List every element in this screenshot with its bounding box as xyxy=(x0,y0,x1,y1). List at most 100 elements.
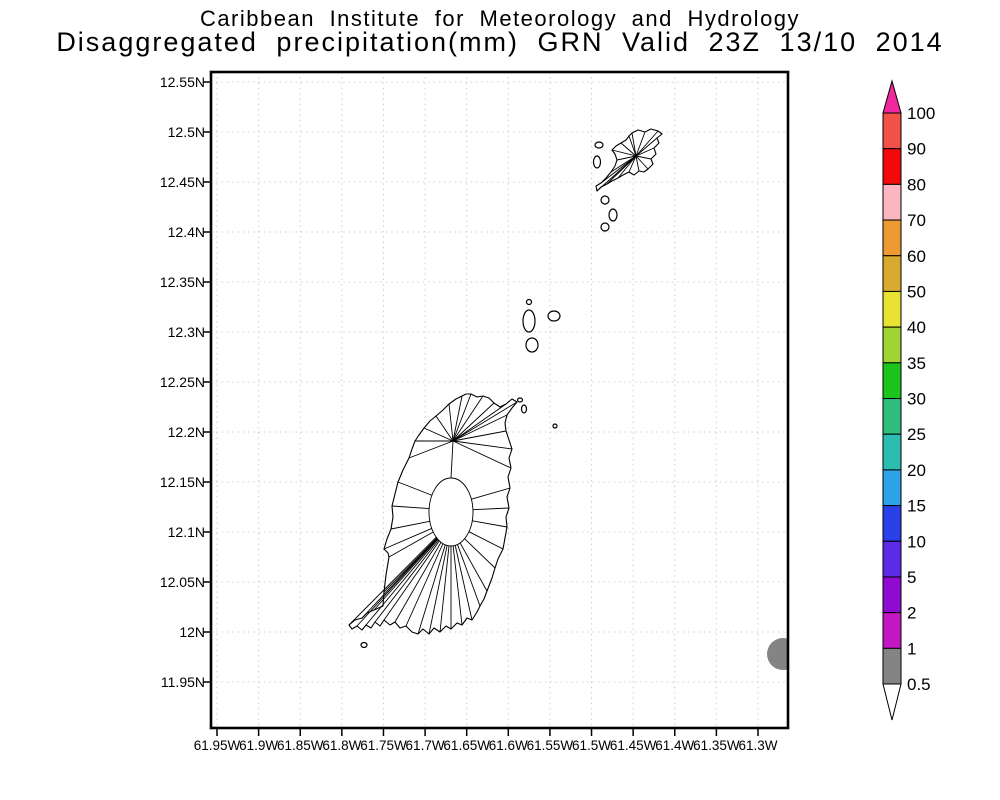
colorbar-label: 10 xyxy=(907,532,926,551)
colorbar-segment xyxy=(882,183,902,221)
watershed-boundary-line xyxy=(452,430,507,442)
colorbar-label: 60 xyxy=(907,247,926,266)
watershed-boundary-line xyxy=(428,545,448,635)
colorbar-label: 5 xyxy=(907,568,916,587)
colorbar-segment xyxy=(882,398,902,435)
x-axis-label: 61.35W xyxy=(693,738,740,753)
watershed-boundary-line xyxy=(611,149,637,157)
watershed-boundary-line xyxy=(468,531,504,550)
y-axis-label: 12.05N xyxy=(159,574,205,590)
colorbar-segment xyxy=(882,433,902,471)
islet xyxy=(552,423,558,429)
colorbar-top-arrow xyxy=(882,79,902,114)
watershed-boundary-line xyxy=(452,402,495,442)
colorbar-label: 20 xyxy=(907,461,926,480)
watershed-boundary-line xyxy=(356,537,438,627)
grenada-island-outline xyxy=(348,393,518,635)
plot-border xyxy=(209,70,790,730)
page-title-line1: Caribbean Institute for Meteorology and … xyxy=(199,6,801,31)
watershed-boundary-line xyxy=(388,531,434,558)
y-axis-label: 12.2N xyxy=(167,424,205,440)
islet xyxy=(525,337,539,353)
watershed-boundary-line xyxy=(452,401,518,442)
watershed-boundary-line xyxy=(635,137,658,157)
x-axis-label: 61.3W xyxy=(738,738,778,753)
colorbar-label: 70 xyxy=(907,211,926,230)
islet xyxy=(522,309,536,333)
colorbar-label: 1 xyxy=(907,639,916,658)
watershed-boundary-line xyxy=(408,440,454,459)
islet xyxy=(525,298,533,306)
islet xyxy=(520,404,528,414)
watershed-boundary-line xyxy=(373,538,438,611)
colorbar-label: 100 xyxy=(907,104,935,123)
watershed-boundary-line xyxy=(390,520,430,530)
precip-spot xyxy=(767,638,788,670)
y-axis-label: 12.15N xyxy=(159,474,205,490)
colorbar-label: 15 xyxy=(907,497,926,516)
x-axis-label: 61.75W xyxy=(360,738,407,753)
page-title-line2: Disaggregated precipitation(mm) GRN Vali… xyxy=(56,27,944,57)
x-axis-label: 61.8W xyxy=(322,738,362,753)
x-axis-label: 61.6W xyxy=(488,738,528,753)
grenada-ridge-line xyxy=(450,440,454,479)
watershed-boundary-line xyxy=(394,542,442,623)
watershed-boundary-line xyxy=(452,440,512,469)
watershed-boundary-line xyxy=(635,155,652,160)
watershed-boundary-line xyxy=(448,403,454,442)
x-axis-label: 61.45W xyxy=(609,738,657,753)
colorbar-label: 35 xyxy=(907,354,926,373)
watershed-boundary-line xyxy=(417,544,446,635)
watershed-boundary-line xyxy=(472,520,508,528)
colorbar-segment xyxy=(882,290,902,328)
watershed-boundary-line xyxy=(610,155,637,173)
lat-lon-gridlines xyxy=(211,72,788,728)
watershed-boundary-line xyxy=(452,395,463,442)
watershed-boundary-line xyxy=(383,540,440,621)
watershed-boundary-line xyxy=(600,155,637,184)
colorbar-label: 0.5 xyxy=(907,675,931,694)
colorbar-segment xyxy=(882,576,902,614)
colorbar-segment xyxy=(882,112,902,150)
islet xyxy=(547,310,561,322)
y-axis-label: 12.1N xyxy=(167,524,205,540)
y-axis-label: 12.5N xyxy=(167,124,205,140)
watershed-boundary-line xyxy=(397,481,433,496)
watershed-boundary-line xyxy=(635,155,640,172)
colorbar-segment xyxy=(882,612,902,649)
small-islets xyxy=(360,141,618,649)
watershed-boundary-line xyxy=(454,545,473,621)
watershed-boundary-line xyxy=(374,539,439,623)
watershed-boundary-line xyxy=(635,147,655,157)
y-axis-label: 12.25N xyxy=(159,374,205,390)
watershed-boundary-line xyxy=(617,155,637,179)
carriacou-watershed-lines xyxy=(596,130,659,192)
y-axis-label: 12.45N xyxy=(159,174,205,190)
watershed-boundary-line xyxy=(452,545,463,626)
watershed-boundary-line xyxy=(452,395,484,442)
watershed-boundary-line xyxy=(628,155,637,173)
colorbar-label: 90 xyxy=(907,140,926,159)
y-axis-label: 12.3N xyxy=(167,324,205,340)
colorbar-label: 40 xyxy=(907,318,926,337)
watershed-boundary-line xyxy=(596,155,637,192)
island-outlines xyxy=(348,128,663,649)
colorbar-segment xyxy=(882,326,902,364)
colorbar-segment xyxy=(882,362,902,400)
colorbar-label: 25 xyxy=(907,425,926,444)
x-axis-label: 61.5W xyxy=(572,738,612,753)
watershed-boundary-line xyxy=(635,155,649,170)
islet xyxy=(600,222,610,232)
watershed-boundary-line xyxy=(457,544,481,607)
islet xyxy=(592,155,602,169)
watershed-boundary-line xyxy=(635,130,659,157)
colorbar-segment xyxy=(882,255,902,292)
colorbar-label: 50 xyxy=(907,282,926,301)
colorbar-label: 30 xyxy=(907,390,926,409)
watershed-boundary-line xyxy=(620,142,637,157)
x-axis-label: 61.55W xyxy=(526,738,574,753)
grenada-watershed-lines xyxy=(348,393,518,635)
colorbar-segment xyxy=(882,469,902,507)
watershed-boundary-line xyxy=(628,135,637,157)
